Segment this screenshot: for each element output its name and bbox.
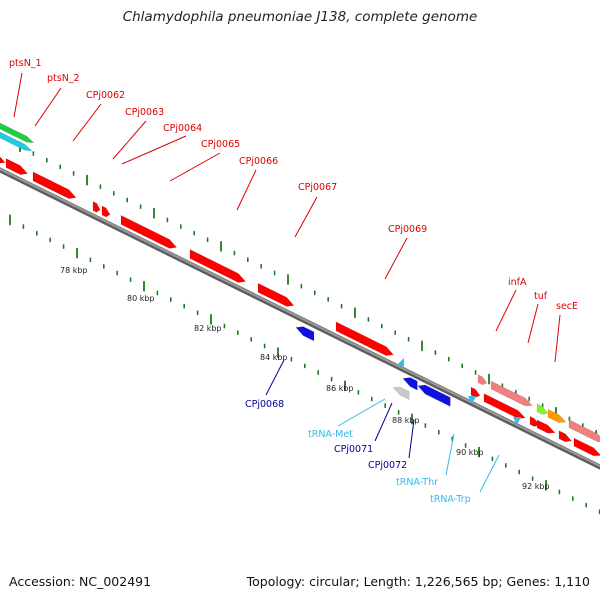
scale-label: 90 kbp [456,448,484,457]
cds-orange [547,408,567,423]
scale-label: 78 kbp [60,266,88,275]
gene-label-secE: secE [556,301,578,312]
label-leader [121,135,187,165]
trna-marker [513,417,521,425]
gene-label-infA: infA [508,277,527,288]
cds-pseudo [392,386,410,401]
label-leader [445,433,455,476]
cds-green [0,122,35,144]
cds-light [490,380,533,407]
leader-layer [13,72,561,493]
scale-label: 80 kbp [127,294,155,303]
cds-reverse [417,384,451,407]
topology-text: Topology: circular; Length: 1,226,565 bp… [246,574,590,589]
label-leader [495,289,517,332]
label-leader [554,314,561,363]
label-leader [72,103,102,142]
tick-layer [9,141,600,515]
gene-label-cpj0063: CPj0063 [125,107,164,118]
cds-reverse [295,326,315,342]
cds-forward [470,386,481,398]
gene-label-ptsN-1: ptsN_1 [9,58,42,69]
cds-forward [529,415,540,427]
cds-cyan [0,131,33,152]
backbone-layer [0,167,600,470]
cds-green [536,403,549,415]
label-leader [294,196,318,238]
gene-label-cpj0064: CPj0064 [163,123,202,134]
gene-label-trna-thr: tRNA-Thr [396,477,438,488]
cds-forward [120,214,178,249]
cds-forward [92,201,101,213]
scale-label: 88 kbp [392,416,420,425]
label-leader [374,402,393,442]
gene-label-cpj0062: CPj0062 [86,90,125,101]
label-leader [169,152,221,182]
gene-label-cpj0072: CPj0072 [368,460,407,471]
accession-text: Accession: NC_002491 [9,574,152,589]
cds-forward [5,157,29,175]
cds-forward [32,171,77,199]
cds-forward [483,393,526,419]
cds-reverse [402,377,418,391]
gene-label-cpj0065: CPj0065 [201,139,240,150]
scale-label: 92 kbp [522,482,550,491]
trna-marker [468,396,476,404]
label-leader [13,72,23,118]
scale-label: 86 kbp [326,384,354,393]
gene-label-cpj0071: CPj0071 [334,444,373,455]
cds-light [568,419,600,443]
cds-forward [0,156,6,164]
cds-forward [257,282,295,307]
gene-label-cpj0066: CPj0066 [239,156,278,167]
label-leader [337,398,386,427]
label-leader [408,419,415,459]
map-title: Chlamydophila pneumoniae J138, complete … [122,9,478,25]
gene-label-trna-trp: tRNA-Trp [430,494,471,505]
gene-label-cpj0068: CPj0068 [245,399,284,410]
label-leader [527,303,539,344]
trna-marker [396,358,404,366]
label-leader [34,87,62,127]
label-leader [479,454,500,493]
gene-label-ptsN-2: ptsN_2 [47,73,80,84]
cds-forward [101,205,111,218]
cds-light [477,374,488,386]
gene-label-trna-met: tRNA-Met [308,429,353,440]
cds-forward [558,430,573,443]
feature-layer [0,122,600,457]
backbone-highlight [0,167,600,468]
cds-forward [189,249,247,283]
gene-label-tuf: tuf [534,291,548,302]
label-leader [265,359,285,396]
gene-label-cpj0069: CPj0069 [388,224,427,235]
scale-label: 84 kbp [260,353,288,362]
label-leader [112,120,147,160]
gene-label-cpj0067: CPj0067 [298,182,337,193]
label-leader [236,169,257,211]
cds-forward [536,419,556,434]
label-layer: 78 kbp 80 kbp 82 kbp 84 kbp 86 kbp 88 kb… [9,58,578,505]
scale-label: 82 kbp [194,324,222,333]
cds-forward [573,437,600,457]
label-leader [384,237,408,280]
cds-forward [335,321,394,356]
